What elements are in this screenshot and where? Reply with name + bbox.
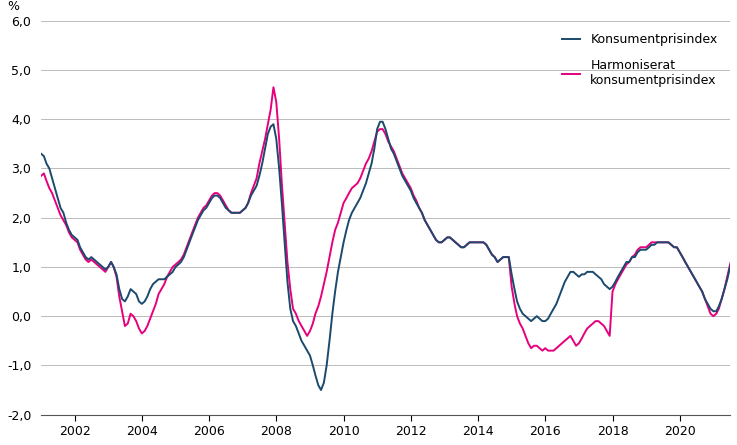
Line: Konsumentprisindex: Konsumentprisindex	[41, 122, 737, 390]
Line: Harmoniserat
konsumentprisindex: Harmoniserat konsumentprisindex	[41, 87, 737, 351]
Y-axis label: %: %	[7, 0, 19, 13]
Legend: Konsumentprisindex, Harmoniserat
konsumentprisindex: Konsumentprisindex, Harmoniserat konsume…	[555, 27, 724, 93]
